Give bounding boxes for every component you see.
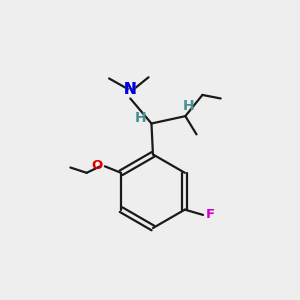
Text: N: N: [124, 82, 136, 97]
Text: O: O: [91, 159, 103, 172]
Text: H: H: [134, 111, 146, 125]
Text: N: N: [124, 82, 136, 97]
Text: H: H: [183, 99, 195, 113]
Text: F: F: [206, 208, 214, 221]
Text: N: N: [124, 82, 136, 97]
